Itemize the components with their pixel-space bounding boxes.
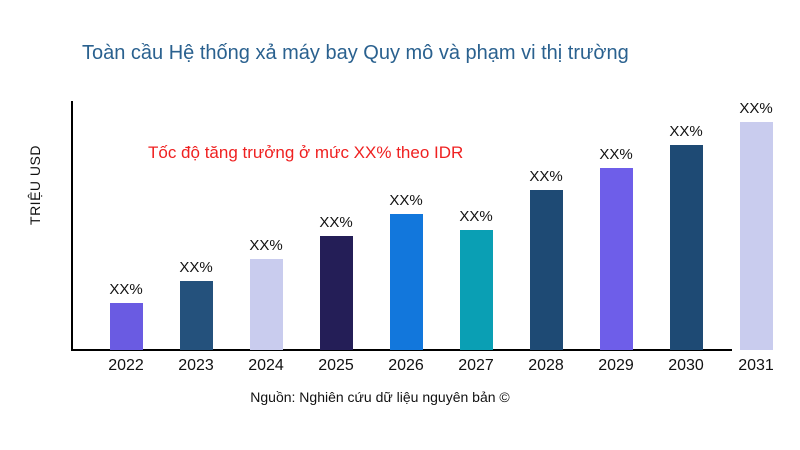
bar-2023 (179, 281, 213, 350)
bar-2026 (389, 214, 423, 350)
bar-2022 (109, 303, 143, 350)
x-axis-tick-labels: 2022 2023 2024 2025 2026 2027 2028 2029 2030 2031 (0, 357, 800, 377)
x-tick-label-2026: 2026 (388, 357, 424, 374)
bar-2031 (739, 122, 773, 350)
x-tick-label-2024: 2024 (248, 357, 284, 374)
y-axis-line (71, 101, 73, 351)
bar-value-label-2030: XX% (669, 123, 703, 140)
bar-2029 (599, 168, 633, 350)
bar-value-label-2022: XX% (109, 281, 143, 298)
bar-value-label-2026: XX% (389, 192, 423, 209)
x-tick-label-2030: 2030 (668, 357, 704, 374)
x-tick-label-2029: 2029 (598, 357, 634, 374)
bars-layer: XX% XX% XX% XX% XX% XX% XX% XX% XX% XX% (109, 100, 773, 350)
bar-2028 (529, 190, 563, 350)
source-note: Nguồn: Nghiên cứu dữ liệu nguyên bản © (250, 389, 510, 405)
chart-title: Toàn cầu Hệ thống xả máy bay Quy mô và p… (82, 42, 629, 64)
x-tick-label-2022: 2022 (108, 357, 144, 374)
bar-value-label-2025: XX% (319, 214, 353, 231)
bar-2027 (459, 230, 493, 350)
x-tick-label-2023: 2023 (178, 357, 214, 374)
growth-rate-annotation: Tốc độ tăng trưởng ở mức XX% theo IDR (148, 143, 464, 162)
bar-value-label-2031: XX% (739, 100, 773, 117)
bar-2024 (249, 259, 283, 350)
bar-value-label-2023: XX% (179, 259, 213, 276)
bar-value-label-2024: XX% (249, 237, 283, 254)
bar-value-label-2029: XX% (599, 146, 633, 163)
x-axis-line (71, 349, 732, 351)
bar-2030 (669, 145, 703, 350)
x-tick-label-2025: 2025 (318, 357, 354, 374)
bar-2025 (319, 236, 353, 350)
bar-value-label-2027: XX% (459, 208, 493, 225)
x-tick-label-2027: 2027 (458, 357, 494, 374)
x-tick-label-2031: 2031 (738, 357, 774, 374)
bar-value-label-2028: XX% (529, 168, 563, 185)
x-tick-label-2028: 2028 (528, 357, 564, 374)
